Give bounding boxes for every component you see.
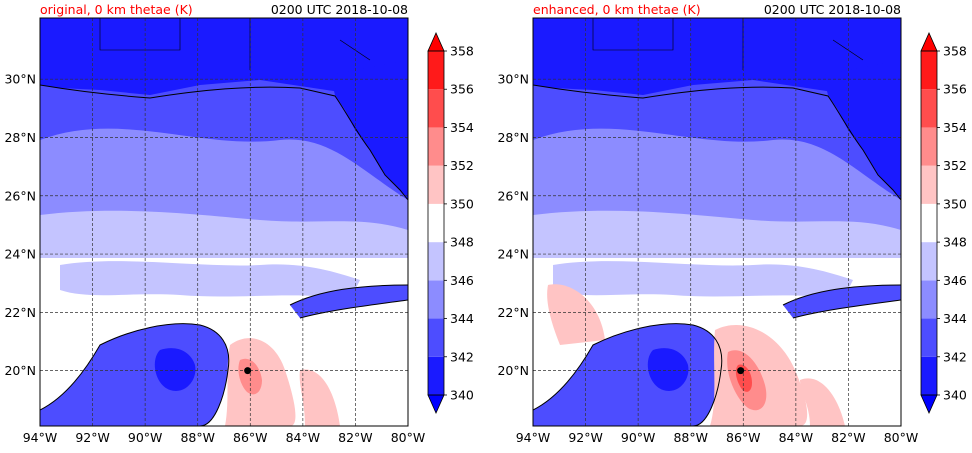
y-tick-label: 28°N (497, 130, 529, 145)
storm-center-marker (244, 367, 252, 375)
panel-title: enhanced, 0 km thetae (K) (533, 2, 701, 17)
colorbar-left: 340 342 344 346 348 350 352 354 356 358 (427, 32, 474, 414)
x-tick-label: 84°W (286, 430, 321, 445)
colorbar-tick-label: 356 (943, 82, 967, 97)
panel-title: original, 0 km thetae (K) (40, 2, 193, 17)
y-tick-label: 22°N (4, 305, 36, 320)
colorbar-tick-label: 358 (943, 44, 967, 59)
map-field (40, 18, 408, 426)
colorbar-tick-label: 346 (943, 273, 967, 288)
colorbar-tick-label: 340 (450, 388, 474, 403)
colorbar-tick-label: 350 (450, 196, 474, 211)
y-tick-label: 24°N (497, 247, 529, 262)
colorbar-tick-label: 352 (450, 158, 474, 173)
x-tick-label: 90°W (621, 430, 656, 445)
colorbar-segment (921, 165, 937, 204)
colorbar-segment (428, 356, 444, 395)
colorbar-tick-label: 344 (450, 311, 474, 326)
colorbar-tick-label: 352 (943, 158, 967, 173)
colorbar-right: 340 342 344 346 348 350 352 354 356 358 (920, 32, 967, 414)
colorbar-segment (428, 165, 444, 204)
colorbar-extend-max (427, 32, 445, 52)
y-tick-label: 20°N (497, 363, 529, 378)
colorbar-extend-min (427, 394, 445, 414)
colorbar-segment (921, 242, 937, 281)
storm-center-marker (737, 367, 745, 375)
colorbar-extend-max (920, 32, 938, 52)
y-tick-label: 30°N (497, 72, 529, 87)
y-axis-ticks: 20°N 22°N 24°N 26°N 28°N 30°N (4, 72, 36, 378)
map-panel-enhanced: enhanced, 0 km thetae (K) 0200 UTC 2018-… (497, 2, 918, 445)
colorbar-tick-label: 356 (450, 82, 474, 97)
colorbar-segment (921, 51, 937, 90)
x-tick-label: 86°W (233, 430, 268, 445)
map-panel-original: original, 0 km thetae (K) 0200 UTC 2018-… (4, 2, 425, 445)
colorbar-tick-label: 354 (450, 120, 474, 135)
panel-time-label: 0200 UTC 2018-10-08 (271, 2, 408, 17)
colorbar-tick-label: 358 (450, 44, 474, 59)
colorbar-tick-label: 350 (943, 196, 967, 211)
colorbar-segment (428, 242, 444, 281)
colorbar-tick-label: 340 (943, 388, 967, 403)
colorbar-tick-label: 342 (450, 349, 474, 364)
x-tick-label: 90°W (128, 430, 163, 445)
colorbar-segment (428, 318, 444, 357)
x-tick-label: 94°W (516, 430, 551, 445)
colorbar-segment (428, 280, 444, 319)
x-tick-label: 92°W (75, 430, 110, 445)
colorbar-segment (921, 280, 937, 319)
colorbar-segment (921, 356, 937, 395)
colorbar-segment (921, 318, 937, 357)
x-axis-ticks: 94°W 92°W 90°W 88°W 86°W 84°W 82°W 80°W (516, 430, 919, 445)
y-axis-ticks: 20°N 22°N 24°N 26°N 28°N 30°N (497, 72, 529, 378)
colorbar-extend-min (920, 394, 938, 414)
colorbar-tick-label: 348 (943, 235, 967, 250)
x-tick-label: 82°W (338, 430, 373, 445)
x-tick-label: 88°W (180, 430, 215, 445)
x-tick-label: 80°W (884, 430, 919, 445)
colorbar-segment (921, 89, 937, 128)
colorbar-tick-label: 348 (450, 235, 474, 250)
map-field (533, 18, 901, 426)
x-tick-label: 88°W (673, 430, 708, 445)
y-tick-label: 26°N (497, 188, 529, 203)
x-axis-ticks: 94°W 92°W 90°W 88°W 86°W 84°W 82°W 80°W (23, 430, 426, 445)
y-tick-label: 22°N (497, 305, 529, 320)
x-tick-label: 94°W (23, 430, 58, 445)
colorbar-segment (428, 203, 444, 243)
colorbar-segment (428, 89, 444, 128)
panel-time-label: 0200 UTC 2018-10-08 (764, 2, 901, 17)
x-tick-label: 80°W (391, 430, 426, 445)
colorbar-segment (428, 127, 444, 166)
y-tick-label: 28°N (4, 130, 36, 145)
colorbar-tick-label: 354 (943, 120, 967, 135)
colorbar-segment (921, 203, 937, 243)
x-tick-label: 82°W (831, 430, 866, 445)
colorbar-tick-label: 344 (943, 311, 967, 326)
x-tick-label: 86°W (726, 430, 761, 445)
colorbar-tick-label: 342 (943, 349, 967, 364)
y-tick-label: 24°N (4, 247, 36, 262)
y-tick-label: 20°N (4, 363, 36, 378)
colorbar-segment (921, 127, 937, 166)
x-tick-label: 84°W (779, 430, 814, 445)
x-tick-label: 92°W (568, 430, 603, 445)
y-tick-label: 26°N (4, 188, 36, 203)
colorbar-tick-label: 346 (450, 273, 474, 288)
colorbar-segment (428, 51, 444, 90)
y-tick-label: 30°N (4, 72, 36, 87)
